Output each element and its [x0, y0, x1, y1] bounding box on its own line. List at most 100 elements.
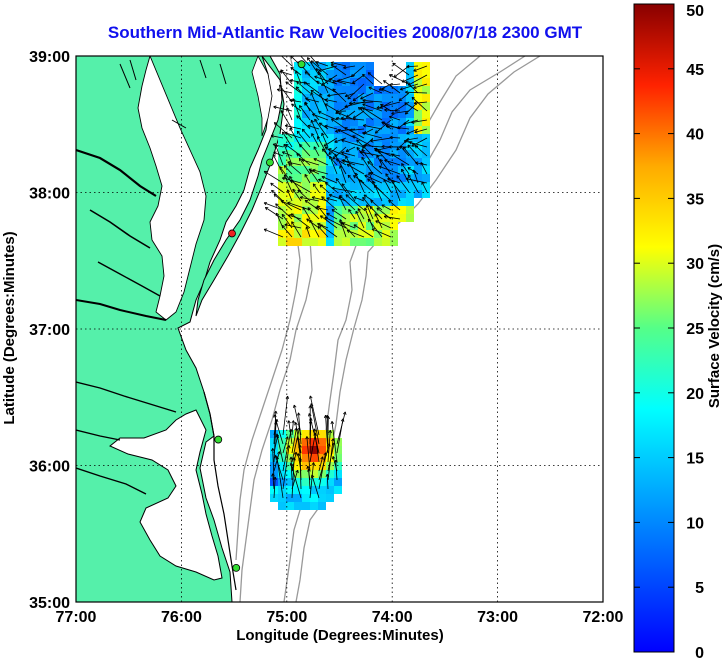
vector-arrowhead: [279, 166, 283, 169]
vector-arrowhead: [407, 144, 411, 147]
vector-arrowhead: [291, 420, 294, 424]
vector-arrowhead: [345, 194, 349, 196]
velocity-vector: [309, 56, 320, 67]
vector-arrowhead: [310, 417, 313, 421]
velocity-vector: [349, 128, 365, 131]
velocity-vector: [290, 456, 293, 481]
velocity-cell: [374, 94, 382, 102]
vector-arrowhead: [273, 122, 276, 126]
velocity-cell: [302, 438, 310, 446]
velocity-vector: [392, 62, 410, 76]
vector-arrowhead: [328, 151, 331, 155]
chart-title: Southern Mid-Atlantic Raw Velocities 200…: [108, 23, 583, 42]
vector-arrowhead: [287, 420, 290, 424]
vector-arrowhead: [405, 137, 409, 141]
vector-arrowhead: [401, 163, 405, 166]
vector-arrowhead: [389, 115, 393, 117]
velocity-vector: [331, 118, 347, 130]
velocity-vector: [309, 169, 320, 184]
velocity-vector: [321, 176, 338, 184]
velocity-vector: [314, 428, 320, 463]
velocity-vector: [273, 106, 293, 112]
velocity-cell: [398, 206, 406, 214]
vector-arrowhead: [308, 413, 312, 416]
vector-arrowhead: [341, 159, 345, 163]
velocity-cell: [326, 238, 334, 246]
velocity-vector: [290, 180, 311, 193]
vector-arrowhead: [403, 124, 407, 126]
vector-arrowhead: [326, 197, 330, 199]
velocity-vector: [283, 144, 293, 166]
vector-arrowhead: [299, 195, 304, 198]
velocity-cell: [286, 462, 294, 470]
velocity-cell: [302, 102, 310, 110]
vector-arrowhead: [352, 97, 355, 101]
velocity-cell: [310, 494, 318, 502]
vector-arrowhead: [277, 88, 281, 90]
vector-arrowhead: [405, 177, 409, 180]
vector-arrowhead: [314, 76, 317, 79]
velocity-cell: [422, 166, 430, 174]
plot-frame: [75, 55, 604, 603]
velocity-vector: [310, 92, 320, 112]
velocity-cell: [334, 190, 342, 198]
vector-arrowhead: [391, 111, 395, 114]
vector-arrowhead: [413, 102, 418, 105]
velocity-cell: [350, 158, 358, 166]
vector-arrowhead: [340, 116, 344, 119]
velocity-cell: [310, 174, 318, 182]
velocity-cell: [398, 102, 406, 110]
vector-arrowhead: [388, 146, 392, 149]
vector-arrowhead: [301, 159, 305, 163]
vector-arrowhead: [321, 132, 325, 136]
vector-arrowhead: [283, 165, 286, 169]
vector-arrowhead: [337, 79, 341, 81]
velocity-vector: [389, 74, 410, 85]
velocity-cell: [374, 110, 382, 118]
velocity-cell: [334, 110, 342, 118]
vector-arrowhead: [335, 158, 338, 162]
vector-arrowhead: [310, 60, 313, 64]
vector-arrowhead: [329, 430, 332, 434]
velocity-cell: [374, 230, 382, 238]
velocity-vector: [299, 196, 320, 202]
vector-arrowhead: [325, 182, 329, 184]
vector-arrowhead: [376, 207, 380, 209]
velocity-cell: [326, 438, 334, 446]
vector-arrowhead: [411, 96, 416, 99]
velocity-cell: [366, 230, 374, 238]
velocity-vector: [328, 148, 347, 157]
vector-arrowhead: [351, 75, 355, 78]
vector-arrowhead: [362, 125, 366, 128]
vector-arrowhead: [293, 420, 295, 424]
velocity-cell: [310, 150, 318, 158]
velocity-cell: [318, 174, 326, 182]
velocity-cell: [350, 86, 358, 94]
velocity-cell: [342, 142, 350, 150]
vector-arrowhead: [318, 179, 321, 182]
velocity-vector: [289, 99, 302, 103]
velocity-vector: [367, 218, 383, 238]
vector-arrowhead: [273, 414, 275, 418]
velocity-vector: [336, 117, 347, 121]
velocity-vector: [361, 149, 374, 166]
vector-arrowhead: [328, 148, 331, 152]
velocity-cell: [390, 142, 398, 150]
velocity-cell: [294, 174, 302, 182]
vector-arrowhead: [347, 97, 351, 100]
velocity-cell: [294, 70, 302, 78]
vector-arrowhead: [368, 72, 372, 74]
velocity-cell: [294, 230, 302, 238]
vector-arrowhead: [326, 473, 330, 477]
velocity-vector: [272, 154, 284, 175]
velocity-cell: [310, 222, 318, 230]
vector-arrowhead: [276, 89, 280, 92]
velocity-cell: [406, 198, 414, 206]
vector-arrowhead: [315, 432, 317, 437]
potomac-river: [76, 148, 157, 197]
velocity-cell: [374, 198, 382, 206]
vector-arrowhead: [318, 71, 322, 74]
velocity-cell: [318, 238, 326, 246]
velocity-cell: [310, 142, 318, 150]
vector-arrowhead: [298, 53, 299, 56]
